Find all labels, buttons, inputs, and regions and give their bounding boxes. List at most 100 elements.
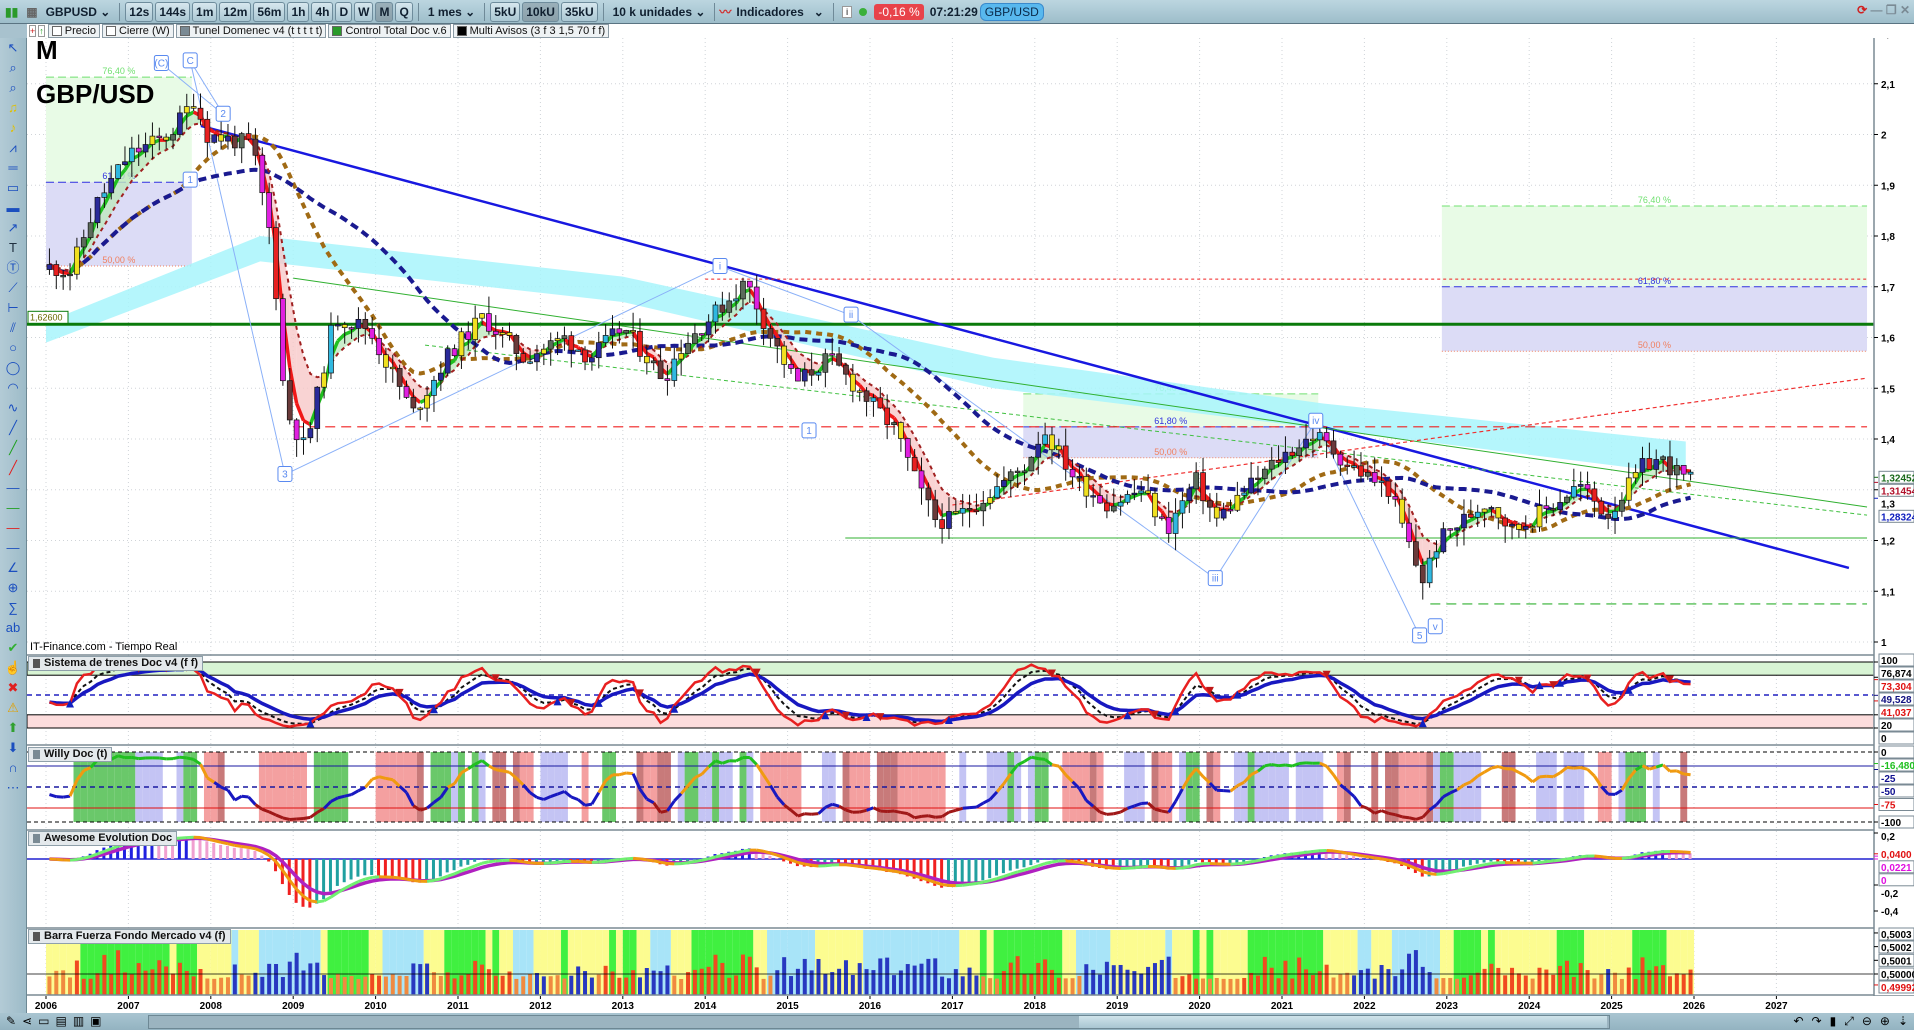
alert-bell-icon[interactable]: ♪ xyxy=(9,120,17,135)
barra-bar xyxy=(171,973,176,995)
timeframe-1h[interactable]: 1h xyxy=(287,1,310,22)
layout-icon[interactable]: ▦ xyxy=(26,4,38,19)
comment-icon[interactable]: ▭ xyxy=(38,1014,50,1028)
indicator-icon[interactable]: ▥ xyxy=(72,1014,85,1028)
pencil-icon[interactable]: ✎ xyxy=(6,1014,17,1028)
timeframe-144s[interactable]: 144s xyxy=(155,1,191,22)
panel-title-barra[interactable]: Barra Fuerza Fondo Mercado v4 (f) xyxy=(28,929,231,944)
curve-icon[interactable]: ∿ xyxy=(7,400,19,415)
panel-title-awesome[interactable]: Awesome Evolution Doc xyxy=(28,831,178,846)
add-green-icon[interactable]: ↑ xyxy=(38,25,45,37)
cross-icon[interactable]: ✖ xyxy=(7,680,19,695)
barra-background xyxy=(1391,930,1399,995)
angle-icon[interactable]: ∠ xyxy=(7,560,19,575)
fibonacci-time-icon[interactable]: ⩘ xyxy=(9,140,17,155)
arrow-down-icon[interactable]: ⬇ xyxy=(7,740,19,755)
unit-5ku[interactable]: 5kU xyxy=(490,1,521,22)
indicators-dropdown[interactable]: ⌄ xyxy=(813,4,824,19)
awesome-fast-segment xyxy=(1470,864,1479,870)
timeframe-q[interactable]: Q xyxy=(395,1,413,22)
minimize-icon[interactable]: — xyxy=(1870,3,1883,17)
download-icon[interactable]: ⇣ xyxy=(1897,1014,1908,1028)
units-select[interactable]: 10 k unidades ⌄ xyxy=(612,4,706,19)
legend-item[interactable]: Multi Avisos (3 f 3 1,5 70 f f) xyxy=(452,24,610,38)
close-icon[interactable]: ✕ xyxy=(1899,3,1910,17)
fibonacci-level-icon[interactable]: ═ xyxy=(8,160,18,175)
timeframe-12m[interactable]: 12m xyxy=(219,1,252,22)
channel-icon[interactable]: ⫽ xyxy=(10,320,16,335)
panel-title-willy[interactable]: Willy Doc (t) xyxy=(28,747,113,762)
chart-type-icon[interactable]: ▮▮ xyxy=(5,4,19,19)
candle xyxy=(1316,432,1323,441)
filled-rectangle-icon[interactable]: ▬ xyxy=(6,200,20,215)
unit-10ku[interactable]: 10kU xyxy=(522,1,559,22)
trendline-icon[interactable]: ╱ xyxy=(9,420,17,435)
autoscale-icon[interactable]: ⤢ xyxy=(1844,1014,1854,1028)
symbol-select[interactable]: GBPUSD ⌄ xyxy=(45,4,111,19)
chart-title: GBP/USD xyxy=(36,79,155,109)
period-select[interactable]: 1 mes ⌄ xyxy=(427,4,476,19)
horizontal-scrollbar[interactable] xyxy=(148,1015,1610,1029)
warning-icon[interactable]: ⚠ xyxy=(7,700,19,715)
arrow-up-icon[interactable]: ⬆ xyxy=(7,720,19,735)
window-icon[interactable]: ▣ xyxy=(90,1014,102,1028)
magnet-icon[interactable]: ∩ xyxy=(8,760,18,775)
zoom-area-icon[interactable]: ⌕ xyxy=(9,80,17,95)
thumbs-up-icon[interactable]: ☝ xyxy=(4,660,22,675)
band-fill xyxy=(282,248,290,368)
zoom-icon[interactable]: ⌕ xyxy=(9,60,17,75)
text-icon[interactable]: T xyxy=(9,240,17,255)
candles-icon[interactable]: ▮ xyxy=(1829,1014,1837,1028)
undo-icon[interactable]: ↶ xyxy=(1793,1014,1804,1028)
unit-35ku[interactable]: 35kU xyxy=(560,1,598,22)
green-line-icon[interactable]: ╱ xyxy=(9,440,17,455)
add-icon[interactable]: + xyxy=(29,25,37,37)
legend-item[interactable]: Cierre (W) xyxy=(101,24,174,38)
timeframe-4h[interactable]: 4h xyxy=(311,1,334,22)
cursor-icon[interactable]: ↖ xyxy=(7,40,19,55)
arrow-line-icon[interactable]: ↗ xyxy=(7,220,19,235)
rectangle-icon[interactable]: ▭ xyxy=(6,180,20,195)
redo-icon[interactable]: ↷ xyxy=(1811,1014,1822,1028)
indicators-button[interactable]: Indicadores xyxy=(736,4,804,19)
share-icon[interactable]: ⋖ xyxy=(22,1014,33,1028)
zoom-in-icon[interactable]: ⊕ xyxy=(1879,1014,1890,1028)
timeframe-w[interactable]: W xyxy=(354,1,374,22)
report-icon[interactable]: ▤ xyxy=(55,1014,67,1028)
timeframe-d[interactable]: D xyxy=(335,1,353,22)
red-line-icon[interactable]: ╱ xyxy=(9,460,17,475)
zoom-out-icon[interactable]: ⊖ xyxy=(1861,1014,1872,1028)
arc-icon[interactable]: ◠ xyxy=(7,380,19,395)
alert-edit-icon[interactable]: ♫ xyxy=(8,100,18,115)
restore-icon[interactable]: ❐ xyxy=(1885,3,1897,17)
timeframe-m[interactable]: M xyxy=(375,1,394,22)
info-icon[interactable]: i xyxy=(841,5,853,18)
green-hline-icon[interactable]: — xyxy=(6,500,20,515)
more-icon[interactable]: ⋯ xyxy=(6,780,20,795)
legend-item[interactable]: Control Total Doc v.6 xyxy=(328,24,451,38)
timeframe-12s[interactable]: 12s xyxy=(125,1,154,22)
timeframe-56m[interactable]: 56m xyxy=(253,1,286,22)
panel-title-trains[interactable]: Sistema de trenes Doc v4 (f f) xyxy=(28,656,204,671)
red-hline-icon[interactable]: — xyxy=(6,520,20,535)
ruler-icon[interactable]: ⊢ xyxy=(7,300,19,315)
awesome-fast-segment xyxy=(90,852,99,858)
legend-item[interactable]: Tunel Domenec v4 (t t t t t) xyxy=(175,24,327,38)
text-bubble-icon[interactable]: Ⓣ xyxy=(6,260,20,275)
abc-formula-icon[interactable]: ab xyxy=(5,620,21,635)
refresh-icon[interactable]: ⟳ xyxy=(1857,3,1868,17)
circle-icon[interactable]: ○ xyxy=(9,340,17,355)
blue-hline-icon[interactable]: — xyxy=(6,540,20,555)
collapse-button[interactable] xyxy=(0,24,27,38)
timeframe-1m[interactable]: 1m xyxy=(192,1,218,22)
check-icon[interactable]: ✔ xyxy=(7,640,19,655)
crosshair-icon[interactable]: ⊕ xyxy=(7,580,19,595)
segment-icon[interactable]: ⟋ xyxy=(8,280,18,295)
formula-icon[interactable]: ∑ xyxy=(8,600,18,615)
scrollbar-thumb[interactable] xyxy=(1079,1016,1607,1028)
legend-item[interactable]: Precio xyxy=(47,24,100,38)
blue-line-icon[interactable]: — xyxy=(6,480,20,495)
ellipse-icon[interactable]: ◯ xyxy=(5,360,21,375)
candle xyxy=(1110,505,1117,512)
